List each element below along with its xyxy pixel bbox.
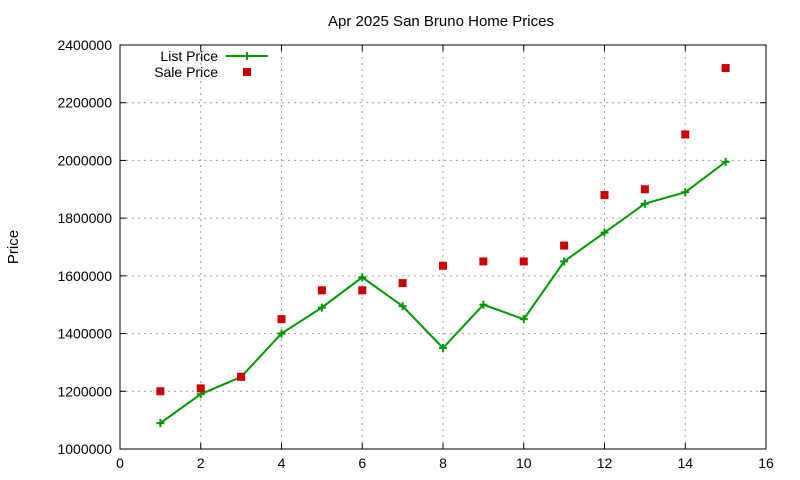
data-point xyxy=(681,188,690,197)
data-point xyxy=(640,185,649,194)
data-point xyxy=(277,329,286,338)
axes: 0 2 4 6 8 10 12 14 16 1000000 1200000 1400000 160000… xyxy=(57,37,774,471)
data-point xyxy=(237,372,246,381)
data-point xyxy=(317,303,326,312)
x-tick-label: 16 xyxy=(758,455,774,471)
legend-label: List Price xyxy=(160,48,218,64)
data-point xyxy=(640,199,649,208)
data-point xyxy=(196,384,205,393)
y-tick-label: 2000000 xyxy=(57,152,112,168)
y-axis-label: Price xyxy=(5,230,22,264)
data-point xyxy=(398,302,407,311)
data-point xyxy=(479,257,488,266)
x-tick-label: 0 xyxy=(116,455,124,471)
data-point xyxy=(479,300,488,309)
data-point xyxy=(439,261,447,270)
data-point xyxy=(681,130,690,139)
data-point xyxy=(156,387,165,396)
data-point xyxy=(317,286,326,295)
data-point xyxy=(560,241,569,250)
series-layer xyxy=(156,64,730,428)
y-tick-label: 1000000 xyxy=(57,441,112,457)
data-point xyxy=(600,191,609,200)
y-tick-label: 2200000 xyxy=(57,95,112,111)
chart-title: Apr 2025 San Bruno Home Prices xyxy=(328,13,554,30)
x-tick-label: 10 xyxy=(516,455,532,471)
series-sale-price xyxy=(156,64,730,396)
y-tick-label: 1400000 xyxy=(57,326,112,342)
x-tick-label: 8 xyxy=(439,455,447,471)
grid xyxy=(120,45,766,449)
data-point xyxy=(560,257,569,266)
data-point xyxy=(519,315,528,324)
data-point xyxy=(439,344,447,352)
data-point xyxy=(156,419,165,428)
data-point xyxy=(398,279,407,288)
x-tick-label: 4 xyxy=(278,455,286,471)
x-tick-label: 6 xyxy=(358,455,366,471)
x-tick-label: 12 xyxy=(597,455,613,471)
y-tick-label: 2400000 xyxy=(57,37,112,53)
legend-marker xyxy=(243,52,251,60)
y-tick-label: 1200000 xyxy=(57,383,112,399)
data-point xyxy=(600,228,609,237)
data-point xyxy=(358,286,367,295)
data-point xyxy=(358,273,367,282)
y-tick-label: 1800000 xyxy=(57,210,112,226)
data-point xyxy=(721,64,730,73)
legend-label: Sale Price xyxy=(154,64,218,80)
data-point xyxy=(721,157,730,166)
x-tick-label: 14 xyxy=(677,455,693,471)
legend-marker xyxy=(243,68,251,76)
data-point xyxy=(519,257,528,266)
x-tick-label: 2 xyxy=(197,455,205,471)
data-point xyxy=(277,315,286,324)
y-tick-label: 1600000 xyxy=(57,268,112,284)
